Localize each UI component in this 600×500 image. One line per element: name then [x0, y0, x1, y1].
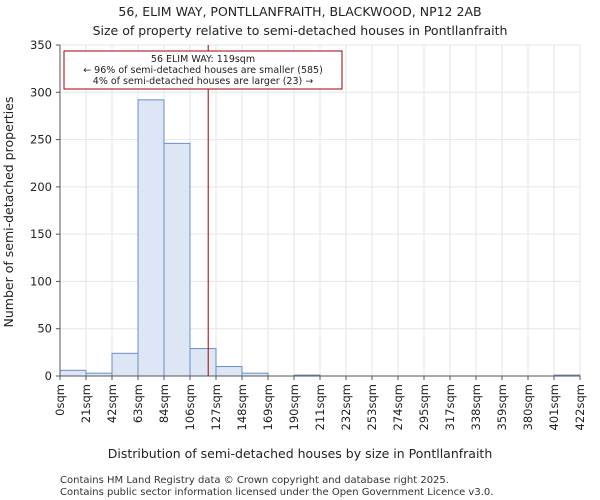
x-tick-380sqm: 380sqm	[521, 384, 535, 430]
x-tick-317sqm: 317sqm	[443, 384, 457, 430]
annotation-box	[63, 50, 343, 90]
annotation-line-3: 4% of semi-detached houses are larger (2…	[93, 76, 313, 87]
x-tick-295sqm: 295sqm	[417, 384, 431, 430]
y-tick-300: 300	[30, 85, 52, 99]
x-tick-190sqm: 190sqm	[287, 384, 301, 430]
x-tick-169sqm: 169sqm	[261, 384, 275, 430]
y-tick-350: 350	[30, 38, 52, 52]
x-tick-253sqm: 253sqm	[365, 384, 379, 430]
footer-line-2: Contains public sector information licen…	[60, 487, 493, 498]
x-tick-0sqm: 0sqm	[53, 384, 67, 416]
annotation-line-2: ← 96% of semi-detached houses are smalle…	[83, 65, 323, 76]
bars-group	[59, 99, 581, 377]
x-tick-274sqm: 274sqm	[391, 384, 405, 430]
x-tick-211sqm: 211sqm	[313, 384, 327, 430]
x-tick-359sqm: 359sqm	[495, 384, 509, 430]
x-tick-338sqm: 338sqm	[469, 384, 483, 430]
x-tick-84sqm: 84sqm	[157, 384, 171, 423]
bar-106sqm	[189, 348, 217, 377]
bar-0sqm	[59, 369, 87, 377]
bar-84sqm	[163, 142, 191, 377]
x-tick-labels: 0sqm 21sqm 42sqm 63sqm 84sqm 106sqm 127sqm 148s…	[53, 376, 587, 430]
x-tick-148sqm: 148sqm	[235, 384, 249, 430]
y-tick-100: 100	[30, 274, 52, 288]
x-tick-63sqm: 63sqm	[131, 384, 145, 423]
y-tick-labels: 0 50 100 150 200 250 300 350	[30, 38, 60, 383]
bar-127sqm	[215, 366, 243, 377]
x-tick-21sqm: 21sqm	[79, 384, 93, 423]
y-tick-250: 250	[30, 133, 52, 147]
x-tick-422sqm: 422sqm	[573, 384, 587, 430]
chart-title: 56, ELIM WAY, PONTLLANFRAITH, BLACKWOOD,…	[118, 4, 481, 19]
y-axis-label: Number of semi-detached properties	[1, 97, 16, 328]
y-tick-50: 50	[37, 322, 52, 336]
y-tick-150: 150	[30, 227, 52, 241]
bar-63sqm	[137, 99, 165, 377]
x-tick-401sqm: 401sqm	[547, 384, 561, 430]
x-tick-106sqm: 106sqm	[183, 384, 197, 430]
chart-subtitle: Size of property relative to semi-detach…	[93, 23, 508, 38]
y-tick-0: 0	[45, 369, 52, 383]
y-tick-200: 200	[30, 180, 52, 194]
x-tick-127sqm: 127sqm	[209, 384, 223, 430]
annotation-line-1: 56 ELIM WAY: 119sqm	[151, 54, 255, 65]
footer-line-1: Contains HM Land Registry data © Crown c…	[60, 475, 449, 486]
bar-42sqm	[111, 352, 139, 377]
x-axis-label: Distribution of semi-detached houses by …	[108, 446, 493, 461]
x-tick-42sqm: 42sqm	[105, 384, 119, 423]
x-tick-232sqm: 232sqm	[339, 384, 353, 430]
